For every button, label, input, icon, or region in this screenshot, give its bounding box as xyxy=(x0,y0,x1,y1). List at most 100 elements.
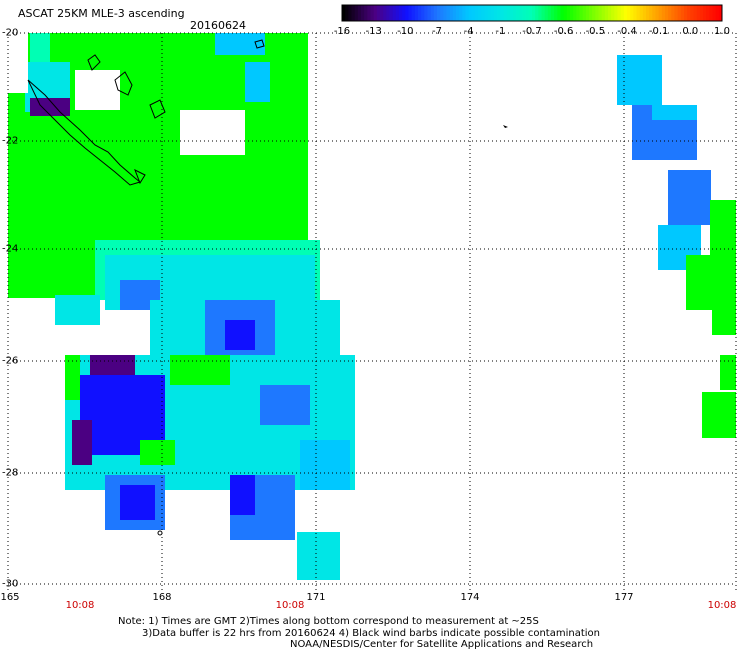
gridlines xyxy=(7,32,737,590)
colorbar-segment xyxy=(399,5,403,21)
colorbar-segment xyxy=(516,5,520,21)
map-title: ASCAT 25KM MLE-3 ascending xyxy=(18,7,185,20)
colorbar-segment xyxy=(592,5,596,21)
coastline xyxy=(27,39,265,186)
colorbar-segment xyxy=(522,5,527,21)
lon-label: 177 xyxy=(614,592,634,603)
colorbar-segment xyxy=(690,5,694,21)
colorbar-segment xyxy=(706,5,710,21)
colorbar-tick-label: -10 xyxy=(397,26,414,37)
colorbar-segment xyxy=(554,5,558,21)
colorbar-tick-label: -1 xyxy=(495,26,506,37)
colorbar-segment xyxy=(433,5,438,21)
time-label: 10:08 xyxy=(65,600,95,611)
colorbar-segment xyxy=(585,5,590,21)
colorbar-segment xyxy=(544,5,549,21)
colorbar-segment xyxy=(655,5,660,21)
colorbar-segment xyxy=(630,5,634,21)
colorbar-segment xyxy=(465,5,470,21)
colorbar-segment xyxy=(503,5,508,21)
colorbar-segment xyxy=(712,5,717,21)
colorbar-segment xyxy=(405,5,409,21)
island-marker xyxy=(157,530,163,536)
lat-label: -28 xyxy=(2,467,19,479)
colorbar-segment xyxy=(437,5,441,21)
colorbar-segment xyxy=(617,5,622,21)
colorbar-segment xyxy=(696,5,701,21)
colorbar-segment xyxy=(497,5,501,21)
colorbar-segment xyxy=(456,5,460,21)
colorbar-segment xyxy=(487,5,492,21)
colorbar-tick-label: -0.7 xyxy=(522,26,542,37)
colorbar-segment xyxy=(535,5,539,21)
colorbar-segment xyxy=(611,5,615,21)
colorbar-segment xyxy=(408,5,413,21)
colorbar-segment xyxy=(684,5,688,21)
colorbar-tick-label: -0.1 xyxy=(648,26,669,37)
colorbar-segment xyxy=(376,5,381,21)
lon-label: 165 xyxy=(0,592,20,603)
colorbar-segment xyxy=(703,5,707,21)
colorbar-segment xyxy=(582,5,587,21)
colorbar-segment xyxy=(459,5,463,21)
time-label: 10:08 xyxy=(707,600,737,611)
colorbar-segment xyxy=(551,5,555,21)
colorbar-segment xyxy=(443,5,447,21)
colorbar-segment xyxy=(680,5,685,21)
colorbar-segment xyxy=(687,5,691,21)
colorbar-segment xyxy=(649,5,653,21)
colorbar-segment xyxy=(608,5,612,21)
colorbar-segment xyxy=(709,5,713,21)
colorbar-border xyxy=(341,4,723,22)
colorbar-segment xyxy=(532,5,536,21)
colorbar-segment xyxy=(402,5,406,21)
colorbar-tick-label: -16 xyxy=(333,26,351,37)
colorbar-segment xyxy=(414,5,419,21)
colorbar-segment xyxy=(636,5,641,21)
colorbar-segment xyxy=(576,5,580,21)
colorbar-segment xyxy=(490,5,495,21)
colorbar-segment xyxy=(699,5,704,21)
colorbar-segment xyxy=(484,5,489,21)
colorbar-segment xyxy=(506,5,511,21)
time-label: 10:08 xyxy=(275,600,305,611)
colorbar-segment xyxy=(525,5,530,21)
colorbar-segment xyxy=(668,5,672,21)
colorbar-segment xyxy=(661,5,666,21)
colorbar-segment xyxy=(633,5,637,21)
colorbar-segment xyxy=(677,5,682,21)
colorbar-segment xyxy=(528,5,533,21)
colorbar-segment xyxy=(589,5,593,21)
colorbar-tick-label: -13 xyxy=(365,26,382,37)
colorbar-segment xyxy=(623,5,628,21)
lat-label: -26 xyxy=(2,355,19,367)
colorbar-segment xyxy=(693,5,698,21)
colorbar-segment xyxy=(519,5,523,21)
note-line: Note: 1) Times are GMT 2)Times along bot… xyxy=(118,616,539,627)
colorbar-segment xyxy=(601,5,606,21)
colorbar-tick-label: -0.6 xyxy=(553,26,574,37)
colorbar-segment xyxy=(570,5,574,21)
colorbar-segment xyxy=(646,5,650,21)
colorbar-segment xyxy=(475,5,479,21)
colorbar-segment xyxy=(620,5,625,21)
colorbar-segment xyxy=(718,5,723,21)
colorbar-segment xyxy=(560,5,565,21)
island-marker xyxy=(503,125,508,128)
colorbar-segment xyxy=(462,5,466,21)
colorbar-segment xyxy=(421,5,425,21)
colorbar-segment xyxy=(440,5,444,21)
lat-label: -22 xyxy=(2,135,19,147)
colorbar-segment xyxy=(468,5,473,21)
colorbar-segment xyxy=(446,5,451,21)
colorbar-segment xyxy=(370,5,375,21)
colorbar-segment xyxy=(478,5,482,21)
colorbar-segment xyxy=(604,5,609,21)
colorbar-segment xyxy=(367,5,371,21)
colorbar-segment xyxy=(357,5,362,21)
lon-label: 174 xyxy=(460,592,480,603)
lon-label: 168 xyxy=(152,592,172,603)
colorbar-segment xyxy=(541,5,546,21)
colorbar-segment xyxy=(509,5,514,21)
lat-label: -24 xyxy=(2,243,19,255)
